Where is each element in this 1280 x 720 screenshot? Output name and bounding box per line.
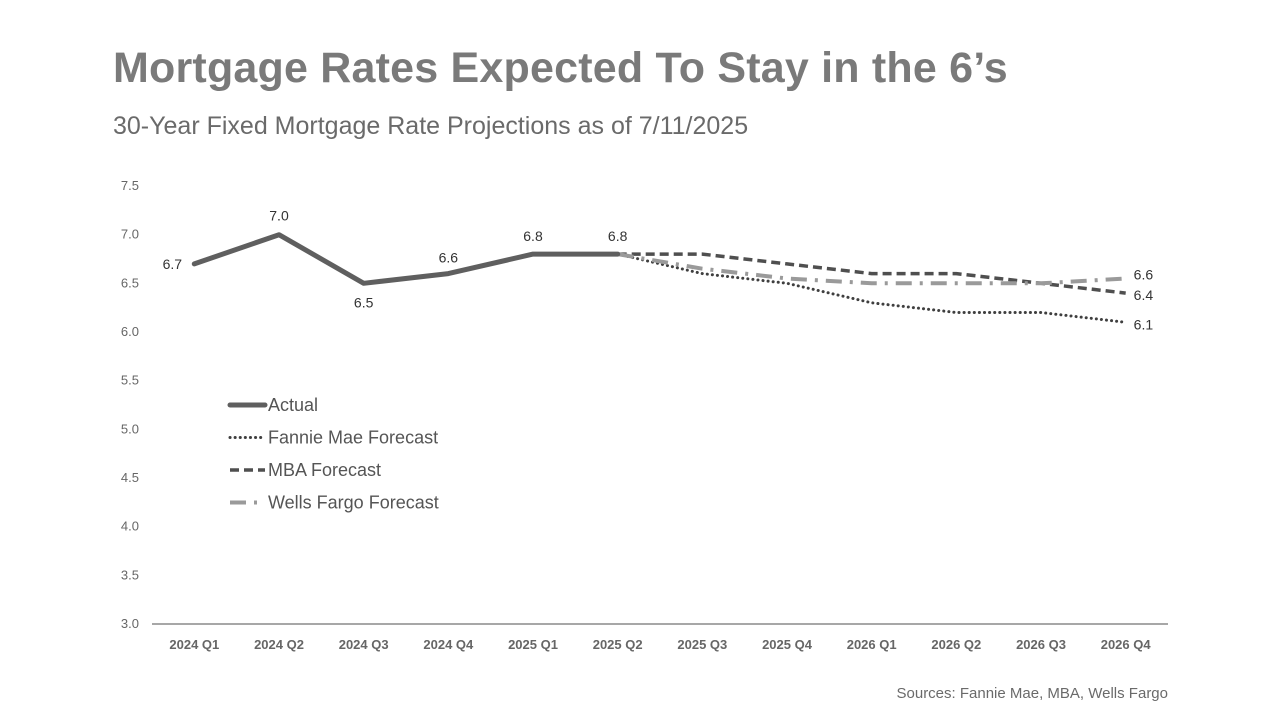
data-label: 6.1	[1134, 316, 1154, 332]
y-tick-label: 7.0	[121, 227, 139, 242]
y-tick-label: 7.5	[121, 178, 139, 193]
data-label: 6.6	[1134, 266, 1154, 282]
data-label: 6.6	[439, 250, 459, 266]
x-tick-label: 2026 Q1	[847, 637, 897, 652]
y-tick-label: 5.0	[121, 421, 139, 436]
y-tick-label: 6.0	[121, 324, 139, 339]
x-tick-label: 2024 Q4	[423, 637, 474, 652]
series-line-mba-forecast	[617, 252, 1126, 295]
data-label: 6.7	[163, 256, 183, 272]
legend-label: Fannie Mae Forecast	[268, 428, 438, 448]
y-tick-label: 4.5	[121, 470, 139, 485]
source-note: Sources: Fannie Mae, MBA, Wells Fargo	[896, 685, 1169, 702]
series-line-fannie-mae-forecast	[616, 252, 1128, 324]
legend: Actual Fannie Mae Forecast MBA Forecast Wel…	[227, 395, 439, 513]
x-tick-label: 2025 Q3	[677, 637, 727, 652]
x-tick-label: 2025 Q4	[762, 637, 813, 652]
y-tick-label: 6.5	[121, 275, 139, 290]
y-axis: 3.0 3.5 4.0 4.5 5.0 5.5 6.0 6.5 7.0 7.5	[121, 178, 139, 631]
y-tick-label: 3.5	[121, 567, 139, 582]
data-label: 6.8	[608, 228, 628, 244]
data-label-layer: 6.7 7.0 6.5 6.6 6.8 6.8 6.1 6.4 6.6	[163, 208, 1154, 333]
x-tick-label: 2025 Q2	[593, 637, 643, 652]
data-label: 6.5	[354, 294, 374, 310]
x-tick-label: 2026 Q3	[1016, 637, 1066, 652]
chart-subtitle: 30-Year Fixed Mortgage Rate Projections …	[113, 112, 749, 140]
x-tick-label: 2024 Q3	[339, 637, 389, 652]
x-tick-label: 2025 Q1	[508, 637, 558, 652]
x-tick-label: 2024 Q1	[169, 637, 219, 652]
series-layer	[191, 232, 1128, 324]
x-tick-label: 2026 Q2	[931, 637, 981, 652]
data-label: 7.0	[269, 208, 289, 224]
data-label: 6.8	[523, 228, 543, 244]
x-tick-label: 2024 Q2	[254, 637, 304, 652]
x-axis: 2024 Q1 2024 Q2 2024 Q3 2024 Q4 2025 Q1 2025 …	[152, 623, 1168, 652]
y-tick-label: 5.5	[121, 373, 139, 388]
chart-title: Mortgage Rates Expected To Stay in the 6…	[113, 44, 1008, 92]
legend-label: MBA Forecast	[268, 460, 381, 480]
x-tick-label: 2026 Q4	[1101, 637, 1152, 652]
y-tick-label: 4.0	[121, 519, 139, 534]
series-line-actual	[191, 232, 621, 286]
legend-label: Wells Fargo Forecast	[268, 493, 439, 513]
series-line-wells-fargo-forecast	[617, 252, 1126, 286]
legend-label: Actual	[268, 395, 318, 415]
data-label: 6.4	[1134, 287, 1154, 303]
y-tick-label: 3.0	[121, 616, 139, 631]
